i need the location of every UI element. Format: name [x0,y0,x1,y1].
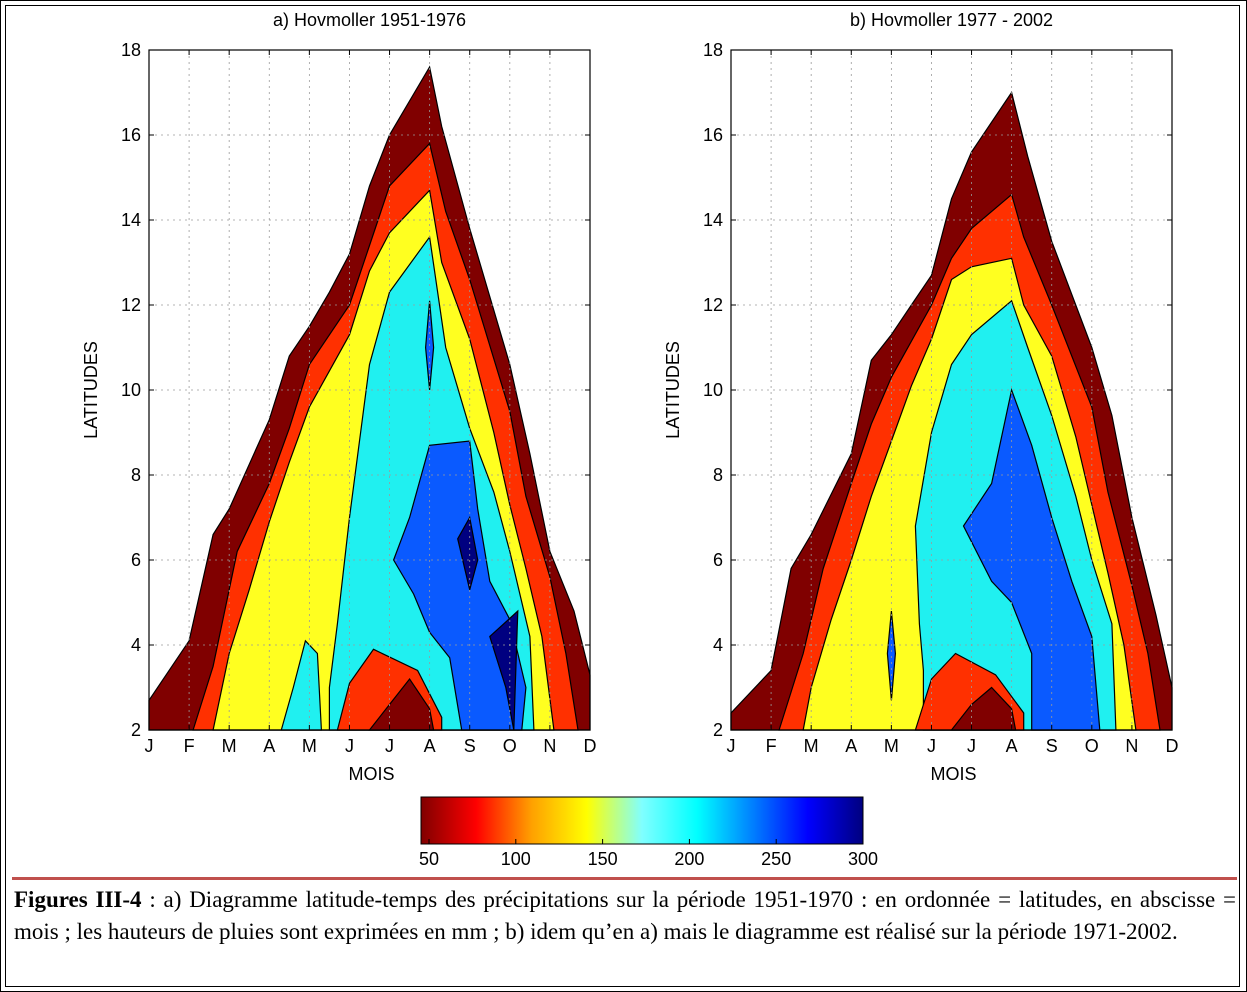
colorbar-tick-label: 50 [419,849,439,869]
x-tick-label: F [184,736,195,756]
colorbar-tick-label: 300 [848,849,878,869]
y-tick-label: 4 [713,635,723,655]
colorbar-tick-label: 100 [501,849,531,869]
x-tick-label: J [345,736,354,756]
x-tick-label: N [1125,736,1138,756]
figure-caption: Figures III-4 : a) Diagramme latitude-te… [14,884,1236,948]
chart-title: b) Hovmoller 1977 - 2002 [850,10,1053,30]
colorbar: 50 100 150 200 250 300 [419,796,878,869]
contour-band [457,515,479,590]
caption-label: Figures III-4 [14,887,142,912]
y-tick-label: 16 [121,125,141,145]
x-axis-label: MOIS [930,764,976,784]
x-tick-label: M [804,736,819,756]
x-tick-label: F [766,736,777,756]
y-tick-label: 16 [703,125,723,145]
x-tick-label: D [584,736,597,756]
y-tick-label: 18 [121,40,141,60]
x-tick-label: J [967,736,976,756]
y-tick-label: 2 [713,720,723,740]
x-tick-label: J [145,736,154,756]
colorbar-tick-label: 250 [761,849,791,869]
colorbar-tick-label: 150 [588,849,618,869]
x-tick-label: M [302,736,317,756]
x-tick-label: M [222,736,237,756]
hovmoller-panel-a: J F M A M J J A S O N D 2 4 6 8 10 12 14 16 18 a) Hovmoller 1… [81,10,597,784]
x-tick-label: A [1006,736,1018,756]
hovmoller-figure: J F M A M J J A S O N D 2 4 6 8 10 12 14 16 18 a) Hovmoller 1… [81,10,1179,869]
y-tick-label: 8 [131,465,141,485]
y-tick-label: 6 [713,550,723,570]
x-tick-label: S [1046,736,1058,756]
x-tick-label: A [424,736,436,756]
y-tick-label: 6 [131,550,141,570]
x-tick-label: A [845,736,857,756]
contour-band [886,610,897,701]
y-tick-label: 8 [713,465,723,485]
caption-text: : a) Diagramme latitude-temps des précip… [14,887,1237,944]
x-tick-label: J [385,736,394,756]
chart-title: a) Hovmoller 1951-1976 [273,10,466,30]
contour-band [392,440,527,731]
y-axis-label: LATITUDES [81,341,101,439]
x-tick-label: O [503,736,517,756]
x-tick-label: D [1166,736,1179,756]
x-axis-label: MOIS [348,764,394,784]
y-tick-label: 14 [121,210,141,230]
x-tick-label: A [263,736,275,756]
figure-frame-inner [5,5,1240,987]
colorbar-tick-label: 200 [674,849,704,869]
x-tick-label: J [927,736,936,756]
x-tick-label: M [884,736,899,756]
y-tick-label: 2 [131,720,141,740]
y-tick-label: 18 [703,40,723,60]
y-tick-label: 10 [703,380,723,400]
caption-rule [12,877,1237,880]
y-tick-label: 4 [131,635,141,655]
x-tick-label: O [1085,736,1099,756]
x-tick-label: N [543,736,556,756]
hovmoller-panel-b: J F M A M J J A S O N D 2 4 6 8 10 12 14 16 18 b) Hovmoller 1… [663,10,1179,784]
y-axis-label: LATITUDES [663,341,683,439]
y-tick-label: 12 [703,295,723,315]
y-tick-label: 10 [121,380,141,400]
y-tick-label: 12 [121,295,141,315]
colorbar-ramp [420,796,864,845]
y-tick-label: 14 [703,210,723,230]
x-tick-label: J [727,736,736,756]
x-tick-label: S [464,736,476,756]
